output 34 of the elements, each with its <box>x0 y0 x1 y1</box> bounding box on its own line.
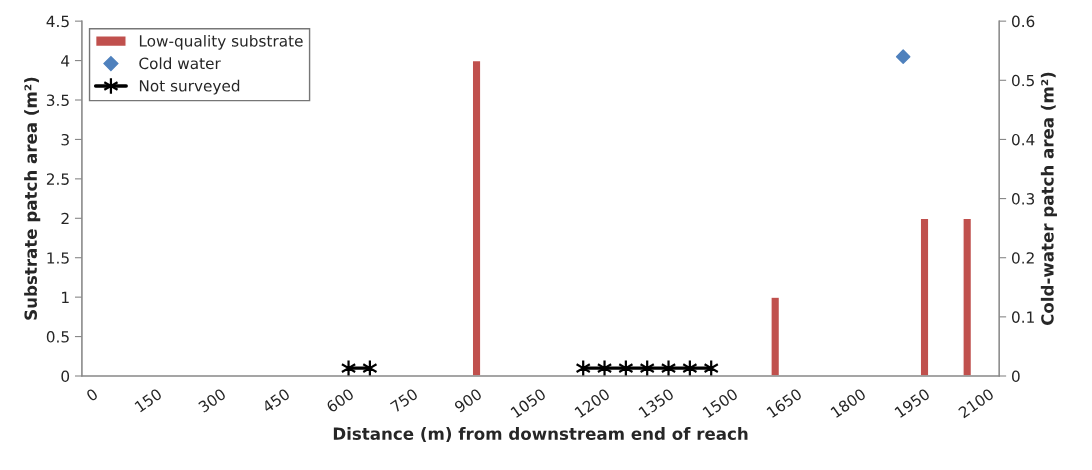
bar <box>919 217 930 376</box>
x-tick-label: 450 <box>261 387 291 414</box>
y-tick-label: 4.5 <box>46 15 69 28</box>
x-tick-label: 0 <box>85 387 99 402</box>
y-tick-label: 3 <box>61 133 69 146</box>
x-tick-label: 750 <box>389 387 419 413</box>
y2-tick-label: 0.2 <box>1011 252 1034 264</box>
y2-tick-label: 0.5 <box>1011 74 1034 87</box>
y-tick-label: 1 <box>62 291 69 303</box>
legend-label: Not surveyed <box>139 79 240 95</box>
y2-axis-title: Cold-water patch area (m²) <box>1040 72 1057 326</box>
y-tick-label: 2 <box>61 212 69 225</box>
y2-tick-label: 0.4 <box>1011 133 1035 146</box>
y-tick-label: 4 <box>61 55 70 67</box>
y2-tick-label: 0.6 <box>1011 15 1035 28</box>
y-tick-label: 3.5 <box>46 94 69 107</box>
x-tick-label: 300 <box>197 387 227 413</box>
legend-label: Cold water <box>139 57 221 70</box>
y2-tick-label: 0.1 <box>1011 311 1034 323</box>
y2-tick-label: 0.3 <box>1011 193 1035 205</box>
x-tick-label: 900 <box>453 387 483 413</box>
bar <box>770 296 781 376</box>
y-tick-label: 2.5 <box>46 173 69 185</box>
y2-tick-label: 0 <box>1011 370 1020 383</box>
legend-label: Low-quality substrate <box>139 34 303 50</box>
y-tick-label: 1.5 <box>47 252 69 264</box>
x-tick-label: 150 <box>134 387 163 413</box>
bar <box>962 217 973 376</box>
bar <box>471 59 482 376</box>
y-tick-label: 0 <box>61 370 70 383</box>
y-tick-label: 0.5 <box>46 331 69 343</box>
x-tick-label: 600 <box>325 387 355 413</box>
y-axis-title: Substrate patch area (m²) <box>24 77 41 320</box>
x-axis-title: Distance (m) from downstream end of reach <box>333 427 748 442</box>
